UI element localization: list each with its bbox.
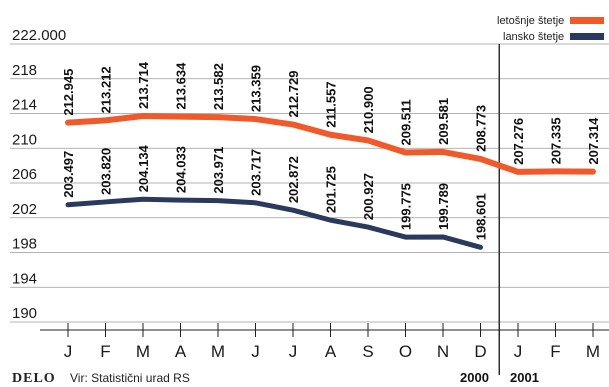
legend-label-current: letošnje štetje (497, 15, 564, 27)
data-label-current: 212.945 (61, 69, 76, 116)
data-label-current: 209.511 (399, 99, 414, 145)
data-label-current: 212.729 (286, 71, 301, 118)
x-tick-label: J (514, 342, 523, 361)
x-tick-label: S (362, 342, 373, 361)
y-axis-ticks: 222.000 218 214 210 206 202 198 194 190 (12, 27, 66, 322)
y-tick-label: 206 (12, 166, 37, 183)
data-label-previous: 204.033 (174, 146, 189, 193)
x-tick-label: M (211, 342, 225, 361)
y-tick-label: 194 (12, 270, 37, 287)
data-label-previous: 199.775 (399, 183, 414, 230)
data-label-current: 210.900 (361, 86, 376, 133)
data-label-previous: 203.971 (211, 147, 226, 194)
x-tick-label: N (437, 342, 449, 361)
x-tick-label: A (175, 342, 187, 361)
x-tick-label: O (399, 342, 412, 361)
brand-logo: DELO (12, 371, 56, 386)
data-label-current: 209.581 (436, 98, 451, 145)
data-label-previous: 202.872 (286, 156, 301, 203)
x-tick-label: M (586, 342, 600, 361)
data-label-current: 213.634 (174, 62, 189, 110)
grid-lines (10, 43, 609, 323)
data-label-previous: 204.134 (136, 144, 151, 192)
data-label-previous: 203.717 (249, 149, 264, 196)
legend-swatch-current (570, 17, 604, 24)
legend: letošnje štetje lansko štetje (497, 15, 604, 43)
data-label-previous: 203.497 (61, 151, 76, 198)
series-line-previous (65, 196, 483, 250)
legend-label-previous: lansko štetje (503, 31, 564, 43)
y-tick-label: 190 (12, 305, 37, 322)
legend-swatch-previous (570, 33, 604, 40)
data-label-current: 211.557 (324, 81, 339, 127)
data-label-previous: 201.725 (324, 166, 339, 213)
x-tick-label: D (474, 342, 486, 361)
data-label-current: 213.359 (249, 65, 264, 112)
x-tick-label: M (136, 342, 150, 361)
data-label-current: 207.314 (586, 117, 601, 165)
year-label-2001: 2001 (510, 370, 539, 385)
data-label-previous: 203.820 (99, 148, 114, 195)
x-tick-label: F (550, 342, 560, 361)
x-tick-label: J (289, 342, 298, 361)
data-label-previous: 199.789 (436, 183, 451, 230)
y-tick-label: 202 (12, 201, 37, 218)
y-tick-label: 198 (12, 236, 37, 253)
x-tick-label: J (251, 342, 260, 361)
series-line-current (65, 112, 596, 175)
y-tick-label: 222.000 (12, 27, 66, 44)
data-label-current: 213.582 (211, 63, 226, 110)
data-label-current: 213.212 (99, 66, 114, 113)
data-label-current: 208.773 (474, 105, 489, 152)
data-label-current: 207.335 (549, 117, 564, 164)
y-tick-label: 218 (12, 62, 37, 79)
data-labels: 212.945 213.212 213.714 213.634 213.582 213.3… (61, 61, 601, 240)
x-tick-label: J (64, 342, 73, 361)
y-tick-label: 214 (12, 97, 37, 114)
data-label-current: 213.714 (136, 61, 151, 109)
source-note: Vir: Statistični urad RS (70, 371, 190, 385)
data-label-current: 207.276 (511, 118, 526, 165)
x-tick-label: A (325, 342, 337, 361)
data-label-previous: 200.927 (361, 173, 376, 220)
series-lines (65, 112, 596, 250)
x-tick-label: F (100, 342, 110, 361)
data-label-previous: 198.601 (474, 193, 489, 240)
year-label-2000: 2000 (460, 370, 489, 385)
y-tick-label: 210 (12, 131, 37, 148)
